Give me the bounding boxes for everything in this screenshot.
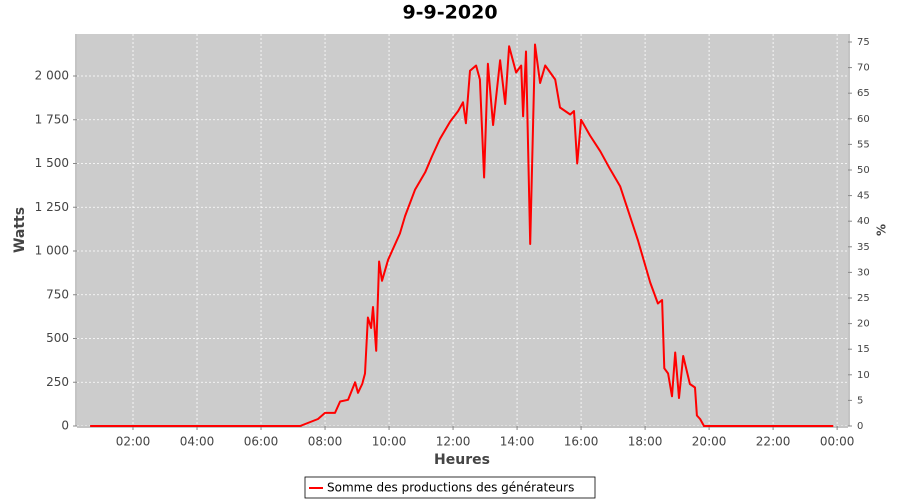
data-line [90,43,834,427]
y2-tick-label: 35 [857,242,870,253]
y2-tick-label: 75 [857,37,870,48]
x-tick-label: 08:00 [308,435,343,449]
legend-label: Somme des productions des générateurs [327,481,574,495]
y-tick-label: 750 [46,287,69,301]
y-tick-label: 500 [46,331,69,345]
y-tick-label: 250 [46,375,69,389]
x-tick-label: 14:00 [500,435,535,449]
y2-tick-label: 20 [857,319,870,330]
y2-tick-label: 15 [857,344,870,355]
y-tick-label: 1 750 [35,112,69,126]
x-tick-label: 12:00 [436,435,471,449]
y-tick-label: 1 000 [35,244,69,258]
plot-area [77,34,848,426]
legend-box [304,476,596,499]
x-tick-label: 00:00 [820,435,855,449]
y-tick-label: 1 250 [35,200,69,214]
y2-tick-label: 70 [857,63,870,74]
x-tick-label: 22:00 [756,435,791,449]
x-tick-label: 06:00 [244,435,279,449]
y2-tick-label: 0 [857,421,863,432]
y-tick-label: 2 000 [35,69,69,83]
x-tick-label: 20:00 [692,435,727,449]
y2-tick-label: 65 [857,88,870,99]
y2-tick-label: 10 [857,370,870,381]
y2-tick-label: 60 [857,114,870,125]
y-tick-label: 1 500 [35,156,69,170]
y2-tick-label: 30 [857,267,870,278]
x-tick-label: 16:00 [564,435,599,449]
y-axis-label: Watts [12,207,28,253]
y2-tick-label: 50 [857,165,870,176]
x-tick-label: 10:00 [372,435,407,449]
x-tick-label: 18:00 [628,435,663,449]
y2-tick-label: 25 [857,293,870,304]
y2-tick-label: 55 [857,139,870,150]
y2-axis-label: % [875,224,889,236]
x-tick-label: 02:00 [116,435,151,449]
y2-tick-label: 45 [857,191,870,202]
chart-title: 9-9-2020 [402,2,497,24]
x-tick-label: 04:00 [180,435,215,449]
y2-tick-label: 40 [857,216,870,227]
x-axis-label: Heures [434,452,490,468]
y-tick-label: 0 [61,419,69,433]
y2-tick-label: 5 [857,395,863,406]
